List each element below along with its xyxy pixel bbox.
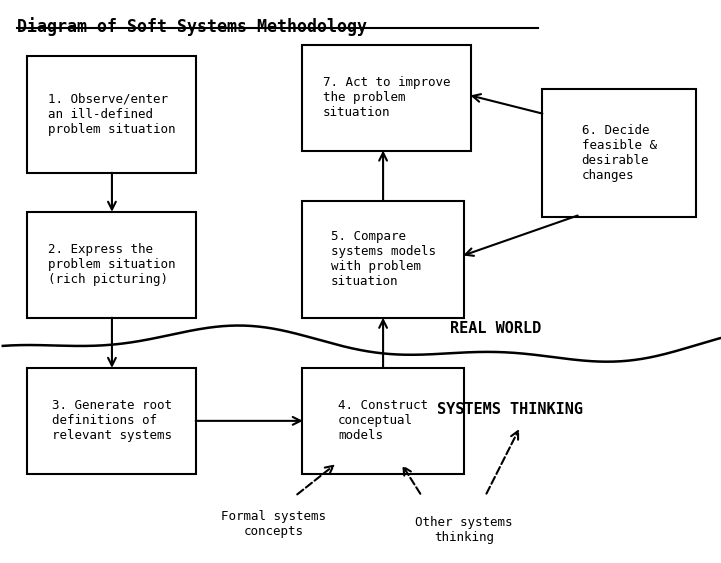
Text: SYSTEMS THINKING: SYSTEMS THINKING	[437, 402, 583, 417]
Text: 1. Observe/enter
an ill-defined
problem situation: 1. Observe/enter an ill-defined problem …	[48, 93, 176, 136]
FancyBboxPatch shape	[27, 212, 196, 318]
Text: REAL WORLD: REAL WORLD	[450, 321, 541, 336]
Text: 5. Compare
systems models
with problem
situation: 5. Compare systems models with problem s…	[331, 230, 435, 288]
Text: 7. Act to improve
the problem
situation: 7. Act to improve the problem situation	[323, 76, 451, 119]
FancyBboxPatch shape	[541, 89, 696, 217]
FancyBboxPatch shape	[27, 56, 196, 173]
Text: Diagram of Soft Systems Methodology: Diagram of Soft Systems Methodology	[17, 17, 367, 35]
FancyBboxPatch shape	[27, 368, 196, 474]
FancyBboxPatch shape	[302, 200, 464, 318]
Text: Other systems
thinking: Other systems thinking	[415, 516, 513, 543]
FancyBboxPatch shape	[302, 44, 471, 150]
Text: Formal systems
concepts: Formal systems concepts	[221, 510, 327, 538]
Text: 4. Construct
conceptual
models: 4. Construct conceptual models	[338, 399, 428, 443]
Text: 2. Express the
problem situation
(rich picturing): 2. Express the problem situation (rich p…	[48, 243, 176, 286]
Text: 6. Decide
feasible &
desirable
changes: 6. Decide feasible & desirable changes	[582, 124, 657, 182]
FancyBboxPatch shape	[302, 368, 464, 474]
Text: 3. Generate root
definitions of
relevant systems: 3. Generate root definitions of relevant…	[52, 399, 172, 443]
